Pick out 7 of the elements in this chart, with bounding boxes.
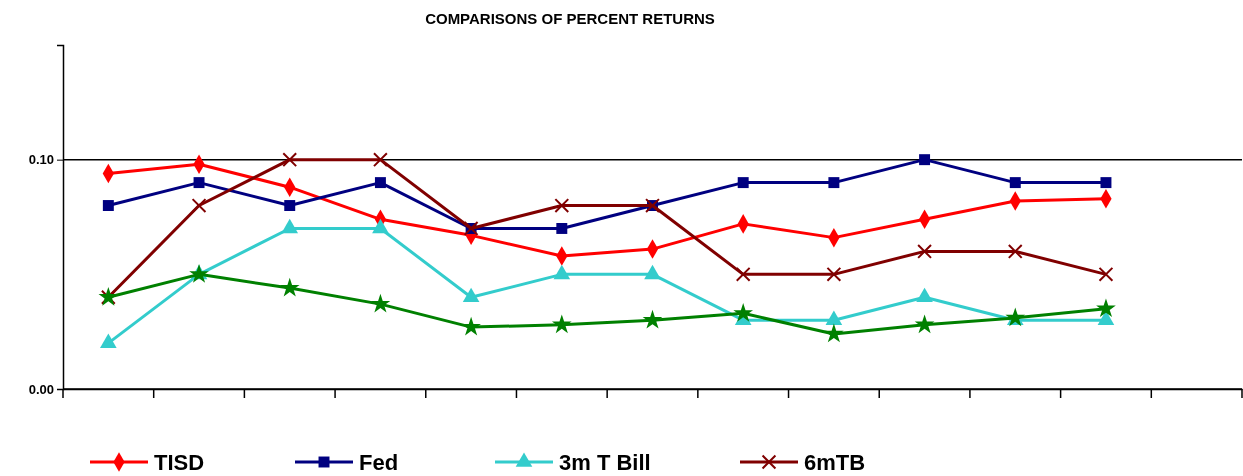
chart-title: COMPARISONS OF PERCENT RETURNS	[425, 10, 715, 27]
legend-label: 6mTB	[804, 450, 866, 475]
legend-label: Fed	[359, 450, 399, 475]
y-tick-label: 0.00	[28, 381, 54, 397]
y-tick-label: 0.10	[28, 152, 54, 168]
legend-label: 3m T Bill	[559, 450, 651, 475]
legend-label: TISD	[154, 450, 205, 475]
